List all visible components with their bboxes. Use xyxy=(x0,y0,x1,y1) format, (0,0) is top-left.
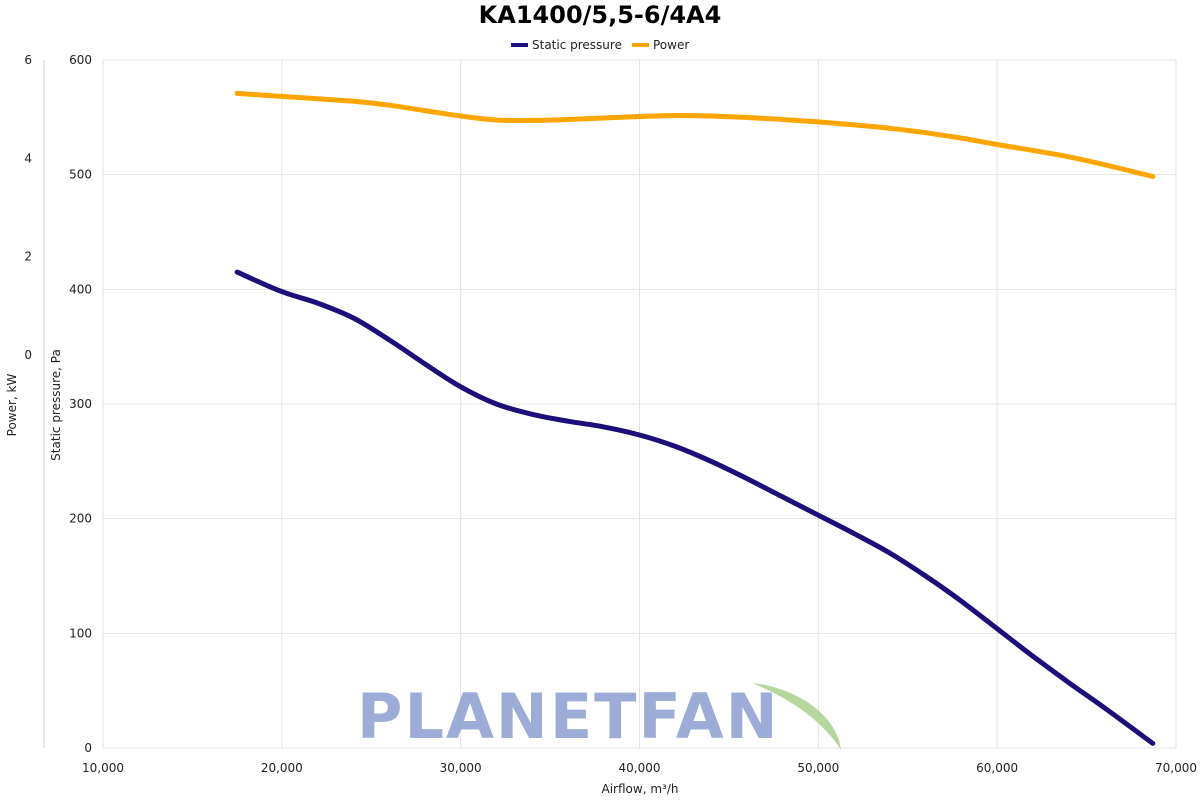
x-tick-label: 10,000 xyxy=(82,761,124,775)
power-axis-label: Power, kW xyxy=(5,374,19,437)
pressure-tick-label: 100 xyxy=(69,626,92,640)
power-line xyxy=(234,90,1156,179)
x-tick-label: 70,000 xyxy=(1155,761,1197,775)
power-tick-label: 6 xyxy=(24,53,32,67)
pressure-tick-label: 0 xyxy=(84,741,92,755)
legend: Static pressure Power xyxy=(511,38,689,52)
static-pressure-line xyxy=(234,269,1156,746)
pressure-tick-label: 500 xyxy=(69,168,92,182)
x-axis-label: Airflow, m³/h xyxy=(602,782,679,796)
pressure-tick-label: 600 xyxy=(69,53,92,67)
series xyxy=(234,90,1156,746)
planetfan-logo: PLANETFAN xyxy=(357,680,841,753)
power-tick-label: 2 xyxy=(24,250,32,264)
power-tick-label: 4 xyxy=(24,151,32,165)
legend-label-power: Power xyxy=(653,38,689,52)
power-tick-label: 0 xyxy=(24,348,32,362)
pressure-axis-label: Static pressure, Pa xyxy=(49,349,63,461)
pressure-tick-label: 200 xyxy=(69,512,92,526)
x-tick-label: 60,000 xyxy=(976,761,1018,775)
x-tick-label: 50,000 xyxy=(797,761,839,775)
chart-title: KA1400/5,5-6/4A4 xyxy=(479,1,722,29)
x-tick-label: 40,000 xyxy=(619,761,661,775)
pressure-tick-label: 300 xyxy=(69,397,92,411)
legend-label-static-pressure: Static pressure xyxy=(532,38,622,52)
x-tick-label: 30,000 xyxy=(440,761,482,775)
pressure-tick-label: 400 xyxy=(69,282,92,296)
leaf-icon xyxy=(752,683,841,750)
grid xyxy=(102,59,1177,749)
axes: 10,000 20,000 30,000 40,000 50,000 60,000 70,0… xyxy=(24,53,1197,775)
x-tick-label: 20,000 xyxy=(261,761,303,775)
watermark-text: PLANETFAN xyxy=(357,680,780,753)
